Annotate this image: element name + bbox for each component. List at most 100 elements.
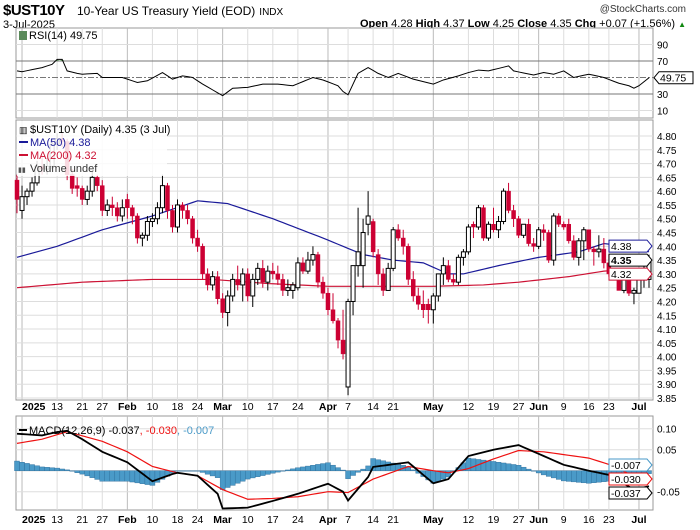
date-tick-label: 18 — [172, 514, 184, 526]
candle-body — [561, 224, 566, 228]
candle-06-30 — [631, 287, 637, 305]
macd-histogram-bar — [174, 470, 181, 472]
candle-03-17 — [270, 262, 276, 280]
ma200-legend: MA(200) 4.32 — [30, 150, 97, 162]
macd-value-tag-label: -0.037 — [611, 488, 641, 500]
candle-body — [440, 265, 446, 275]
candle-04-03 — [335, 318, 341, 349]
macd-histogram-bar — [520, 466, 527, 471]
candle-03-13 — [260, 260, 266, 288]
symbol-title: $UST10Y — [3, 2, 65, 19]
candle-body — [485, 223, 491, 239]
candle-06-17 — [591, 246, 597, 266]
macd-histogram-bar — [54, 467, 60, 471]
candle-body — [521, 223, 527, 236]
price-chart-icon: ▥ — [19, 125, 28, 135]
candle-body — [280, 279, 286, 291]
candle-body — [240, 273, 246, 286]
candle-03-25 — [300, 257, 306, 274]
candle-06-04 — [546, 229, 551, 263]
candle-04-07 — [345, 298, 351, 396]
candle-01-31 — [119, 199, 125, 222]
date-tick-label: 24 — [192, 514, 204, 526]
rsi-legend: RSI(14) 49.75 — [29, 30, 97, 42]
candle-body — [496, 220, 502, 231]
ma200-line — [16, 267, 650, 289]
rsi-line — [16, 58, 650, 97]
candle-body — [215, 276, 220, 299]
candle-body — [631, 289, 637, 294]
candle-body — [285, 287, 291, 291]
candle-01-06 — [29, 177, 35, 197]
macd-histogram-bar — [14, 460, 20, 471]
rsi-axis-label: 30 — [657, 90, 669, 101]
date-tick-label: 17 — [267, 514, 279, 526]
low-label: Low — [467, 18, 490, 30]
date-tick-label: Jun — [529, 401, 548, 413]
candle-body — [471, 224, 476, 228]
candle-04-04 — [340, 309, 346, 360]
candle-body — [475, 207, 481, 228]
macd-histogram-bar — [240, 470, 246, 482]
open-label: Open — [359, 18, 389, 30]
macd-histogram-bar — [275, 470, 281, 473]
macd-histogram-bar — [224, 470, 231, 488]
ma50-value-tag-label: 4.38 — [611, 241, 632, 253]
candle-body — [536, 229, 542, 247]
candle-05-16 — [485, 221, 491, 241]
macd-histogram-bar — [320, 463, 326, 471]
candle-05-08 — [455, 254, 461, 285]
candle-body — [170, 210, 175, 228]
close-value-tag-label: 4.35 — [611, 255, 632, 267]
date-tick-label: 10 — [242, 514, 254, 526]
candle-05-22 — [506, 182, 511, 214]
candle-01-22 — [84, 185, 90, 205]
candle-06-09 — [561, 221, 566, 230]
candle-body — [365, 215, 371, 225]
macd-hist-value-tag-label: -0.007 — [611, 460, 641, 472]
candle-03-14 — [265, 265, 271, 291]
candle-05-09 — [460, 249, 466, 266]
macd-histogram-bar — [365, 465, 371, 471]
candle-04-28 — [416, 287, 421, 310]
price-axis-label: 3.85 — [657, 394, 677, 405]
candle-body — [154, 207, 160, 220]
price-axis-label: 4.30 — [657, 270, 677, 281]
candle-body — [130, 207, 135, 217]
candle-05-28 — [521, 223, 527, 239]
candle-body — [104, 204, 110, 211]
candle-06-11 — [571, 235, 577, 261]
date-tick-label: 16 — [583, 514, 595, 526]
candle-body — [556, 215, 561, 225]
macd-histogram-bar — [530, 470, 537, 472]
candle-02-27 — [210, 271, 216, 291]
date-tick-label: Apr — [319, 401, 337, 413]
candle-03-27 — [310, 246, 316, 266]
date-tick-label: 9 — [561, 514, 567, 526]
candle-body — [89, 176, 95, 192]
ma200-value-tag-label: 4.32 — [611, 269, 632, 281]
candle-body — [139, 234, 145, 239]
symbol-description: 10-Year US Treasury Yield (EOD) INDX — [77, 4, 283, 18]
macd-histogram-bar — [325, 462, 331, 471]
candle-body — [180, 204, 185, 211]
candle-body — [375, 254, 381, 275]
macd-histogram-bar — [74, 470, 80, 473]
macd-histogram-bar — [285, 469, 291, 471]
macd-histogram-bar — [44, 467, 50, 471]
macd-histogram-bar — [39, 466, 45, 471]
macd-histogram-bar — [646, 470, 652, 474]
price-axis-label: 4.60 — [657, 187, 677, 198]
date-tick-label: 27 — [96, 514, 108, 526]
date-tick-label: 14 — [367, 401, 379, 413]
date-tick-label: 23 — [603, 514, 615, 526]
macd-histogram-bar — [194, 470, 201, 472]
candle-body — [511, 210, 516, 219]
candle-02-26 — [205, 268, 210, 291]
date-tick-label: 19 — [488, 401, 500, 413]
macd-histogram-bar — [265, 470, 271, 475]
candle-06-10 — [566, 218, 571, 244]
macd-histogram-bar — [445, 470, 452, 478]
candle-body — [390, 229, 396, 269]
date-tick-label: 27 — [513, 514, 525, 526]
